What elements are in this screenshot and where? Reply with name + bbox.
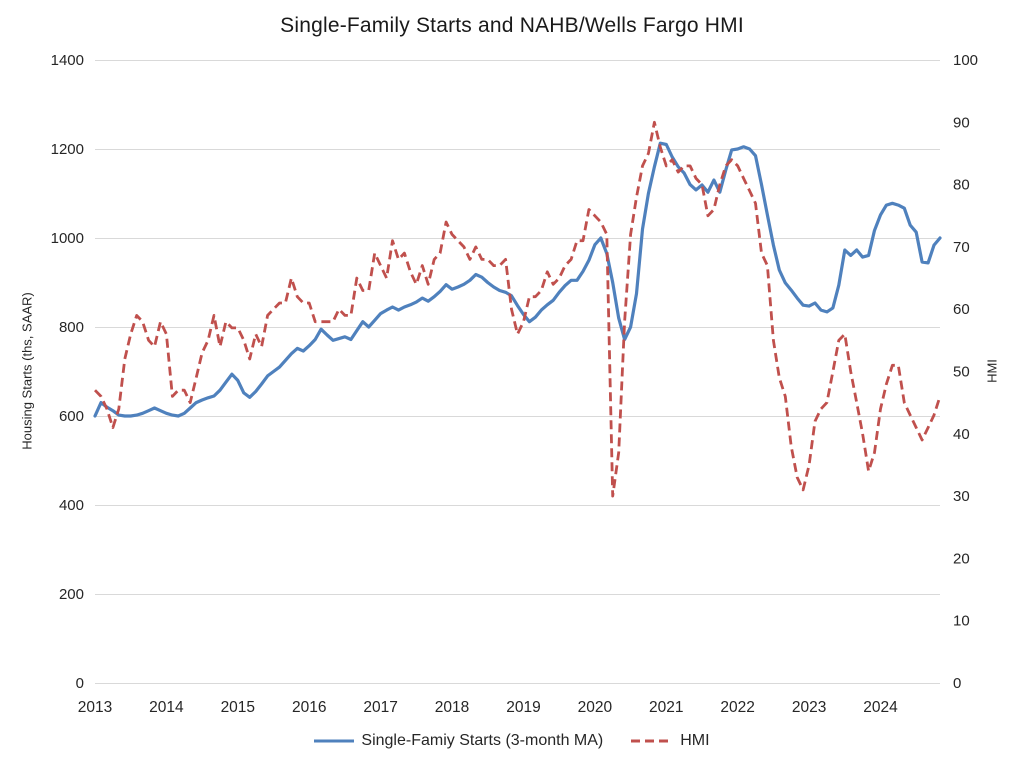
x-axis-tick-label: 2017 [363, 699, 397, 716]
right-axis-tick-label: 30 [953, 488, 970, 505]
x-axis-tick-label: 2018 [435, 699, 469, 716]
left-axis-tick-label: 1200 [51, 141, 84, 158]
right-axis-tick-label: 10 [953, 613, 970, 630]
x-axis-tick-label: 2022 [720, 699, 754, 716]
legend-label-starts: Single-Famiy Starts (3-month MA) [361, 732, 604, 749]
x-axis-tick-label: 2021 [649, 699, 683, 716]
legend-item-starts: Single-Famiy Starts (3-month MA) [314, 732, 603, 750]
legend-label-hmi: HMI [680, 732, 710, 749]
legend-item-hmi: HMI [631, 732, 710, 750]
right-axis-tick-label: 80 [953, 177, 970, 194]
legend-line-sample-starts [314, 739, 355, 743]
right-axis-tick-label: 100 [953, 52, 978, 69]
right-axis-tick-label: 20 [953, 550, 970, 567]
x-axis-tick-label: 2020 [578, 699, 613, 716]
hmi-line-series [93, 120, 942, 498]
x-axis-tick-label: 2015 [221, 699, 255, 716]
right-axis-tick-label: 0 [953, 675, 961, 692]
x-axis-tick-label: 2013 [78, 699, 112, 716]
left-axis-tick-label: 1000 [51, 230, 84, 247]
x-axis-tick-label: 2019 [506, 699, 540, 716]
left-axis-tick-label: 600 [59, 408, 84, 425]
right-axis-tick-label: 40 [953, 426, 970, 443]
left-axis-tick-label: 800 [59, 319, 84, 336]
left-axis-tick-label: 200 [59, 586, 84, 603]
x-axis-tick-label: 2024 [863, 699, 898, 716]
right-axis-tick-label: 70 [953, 239, 970, 256]
left-axis-tick-label: 1400 [51, 52, 84, 69]
legend: Single-Famiy Starts (3-month MA) HMI [0, 732, 1024, 750]
legend-line-sample-hmi [631, 739, 674, 743]
right-axis-tick-label: 90 [953, 114, 970, 131]
x-axis-tick-label: 2016 [292, 699, 326, 716]
x-axis-tick-label: 2023 [792, 699, 826, 716]
starts-line-series [93, 141, 942, 418]
right-axis-tick-label: 50 [953, 364, 970, 381]
left-axis-tick-label: 400 [59, 497, 84, 514]
right-axis-tick-label: 60 [953, 301, 970, 318]
left-axis-tick-label: 0 [76, 675, 84, 692]
x-axis-tick-label: 2014 [149, 699, 184, 716]
chart-title: Single-Family Starts and NAHB/Wells Farg… [280, 14, 744, 37]
